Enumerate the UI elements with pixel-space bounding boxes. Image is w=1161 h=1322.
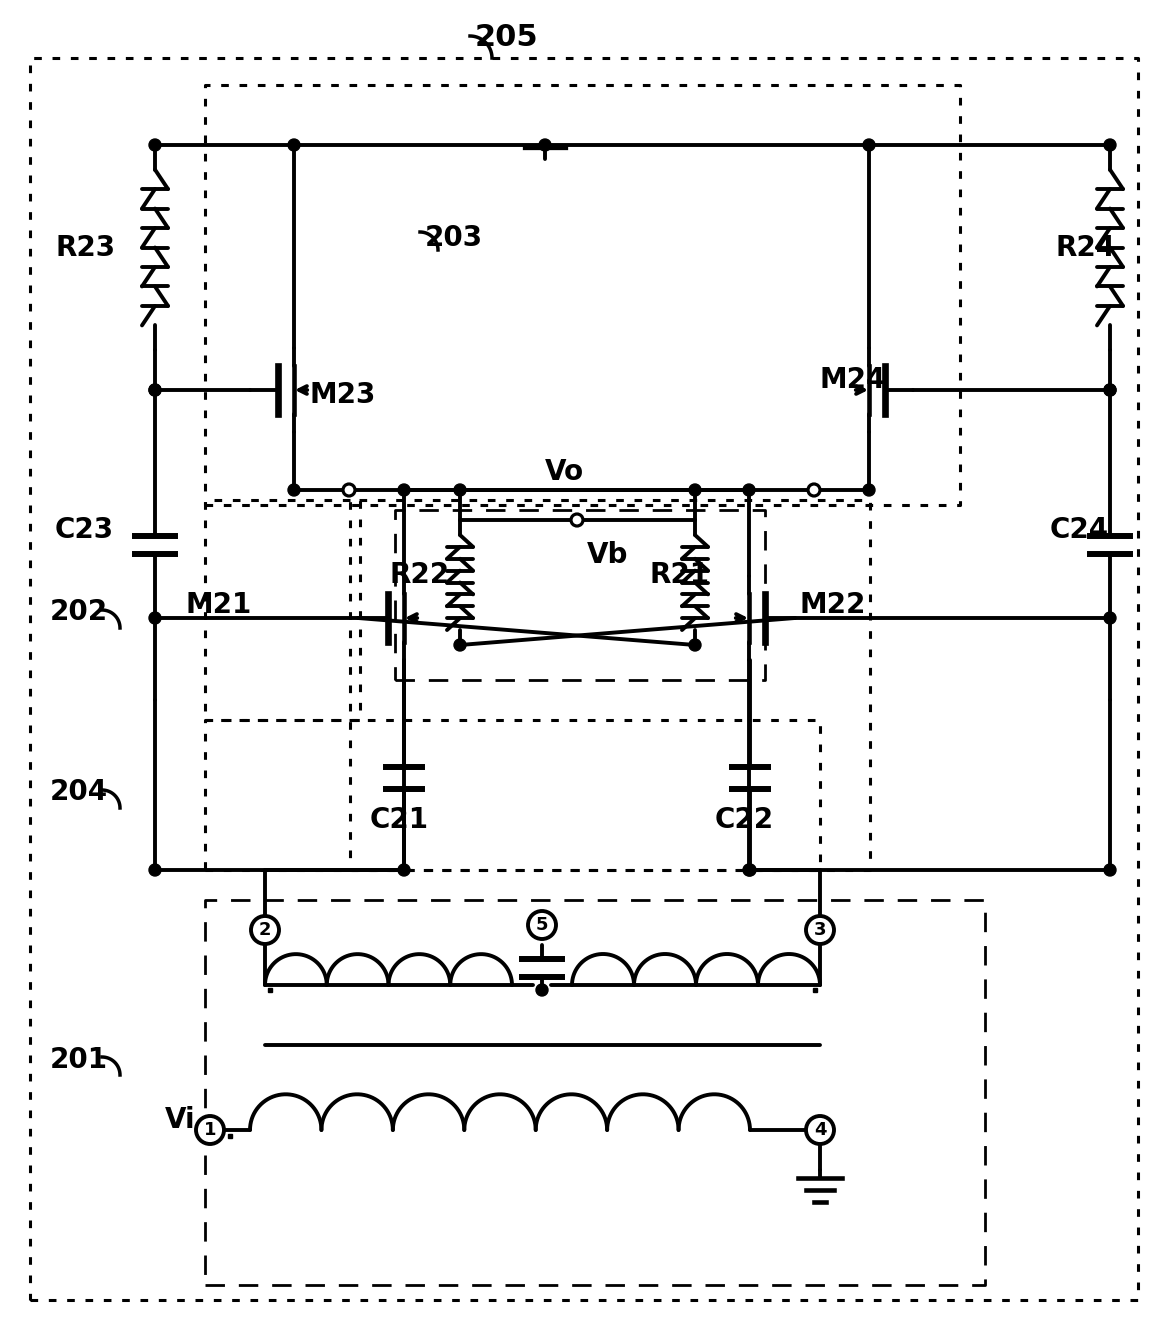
Circle shape: [1104, 612, 1116, 624]
Text: R21: R21: [650, 561, 711, 590]
Circle shape: [454, 484, 466, 496]
Circle shape: [1104, 865, 1116, 876]
Text: 203: 203: [425, 223, 483, 253]
Text: C23: C23: [55, 516, 114, 543]
Circle shape: [149, 383, 161, 397]
Text: Vi: Vi: [165, 1107, 195, 1134]
Text: 4: 4: [814, 1121, 827, 1140]
Circle shape: [288, 139, 300, 151]
Bar: [813, 988, 817, 992]
Circle shape: [149, 139, 161, 151]
Text: R24: R24: [1055, 234, 1115, 262]
Circle shape: [196, 1116, 224, 1144]
Bar: [205, 500, 360, 720]
Text: 205: 205: [475, 24, 539, 53]
Circle shape: [398, 484, 410, 496]
Circle shape: [863, 139, 875, 151]
Circle shape: [1104, 139, 1116, 151]
Circle shape: [863, 484, 875, 496]
Bar: [268, 988, 272, 992]
Text: Vo: Vo: [545, 457, 584, 486]
Bar: [205, 720, 820, 870]
Circle shape: [688, 484, 701, 496]
Circle shape: [528, 911, 556, 939]
Circle shape: [1104, 383, 1116, 397]
Text: C22: C22: [715, 806, 774, 834]
Text: 204: 204: [50, 779, 108, 806]
Circle shape: [744, 865, 756, 876]
Circle shape: [288, 484, 300, 496]
Bar: [349, 500, 870, 870]
Circle shape: [536, 984, 548, 995]
Text: C21: C21: [370, 806, 430, 834]
Circle shape: [806, 916, 834, 944]
Circle shape: [204, 1124, 216, 1136]
Text: 5: 5: [535, 916, 548, 935]
Bar: [228, 1134, 232, 1138]
Bar: [395, 510, 765, 680]
Circle shape: [571, 514, 583, 526]
Text: 2: 2: [259, 921, 272, 939]
Circle shape: [743, 865, 755, 876]
Circle shape: [1104, 383, 1116, 397]
Circle shape: [688, 639, 701, 650]
Text: M24: M24: [820, 366, 886, 394]
Text: M22: M22: [800, 591, 866, 619]
Circle shape: [149, 865, 161, 876]
Circle shape: [806, 1116, 834, 1144]
Text: 202: 202: [50, 598, 108, 627]
Circle shape: [808, 484, 820, 496]
Text: M21: M21: [185, 591, 251, 619]
Text: R23: R23: [55, 234, 115, 262]
Circle shape: [398, 865, 410, 876]
Text: C24: C24: [1050, 516, 1109, 543]
Bar: [205, 900, 985, 1285]
Circle shape: [539, 139, 551, 151]
Circle shape: [251, 916, 279, 944]
Text: R22: R22: [390, 561, 450, 590]
Text: 201: 201: [50, 1046, 108, 1073]
Circle shape: [149, 383, 161, 397]
Text: 1: 1: [203, 1121, 216, 1140]
Circle shape: [743, 484, 755, 496]
Circle shape: [454, 639, 466, 650]
Bar: [205, 85, 960, 505]
Circle shape: [149, 612, 161, 624]
Text: Vb: Vb: [587, 541, 628, 568]
Text: M23: M23: [310, 381, 376, 408]
Circle shape: [342, 484, 355, 496]
Text: 3: 3: [814, 921, 827, 939]
